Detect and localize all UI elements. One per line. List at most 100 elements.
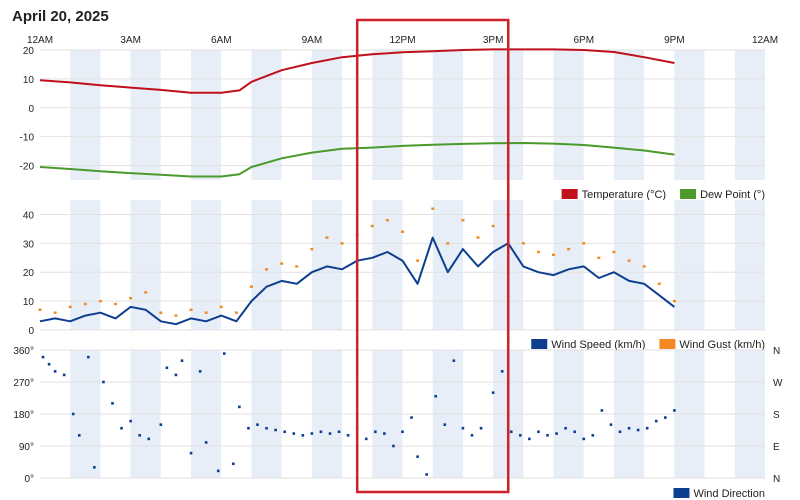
data-point — [68, 305, 72, 309]
data-point — [219, 305, 223, 309]
x-tick-label: 3AM — [120, 35, 141, 46]
data-point — [383, 432, 386, 435]
hour-band — [613, 50, 645, 180]
data-point — [114, 302, 118, 306]
hour-band — [432, 50, 463, 180]
data-point — [346, 434, 350, 437]
data-point — [582, 437, 586, 441]
legend-swatch — [673, 488, 690, 498]
hour-band — [432, 200, 463, 330]
data-point — [519, 434, 522, 437]
data-point — [470, 434, 474, 437]
data-point — [528, 437, 531, 441]
data-point — [479, 426, 483, 430]
data-point — [446, 242, 450, 245]
x-tick-label: 6AM — [211, 35, 232, 46]
data-point — [654, 419, 658, 423]
x-tick-label: 9PM — [664, 35, 685, 46]
data-point — [198, 370, 202, 373]
hour-band — [311, 50, 343, 180]
data-point — [204, 311, 208, 314]
data-point — [443, 423, 447, 426]
data-point — [165, 366, 169, 370]
y-right-tick-label: N — [773, 474, 780, 485]
page-title: April 20, 2025 — [12, 8, 109, 25]
data-point — [618, 430, 622, 434]
data-point — [280, 262, 284, 265]
y-tick-label: 0 — [28, 104, 34, 115]
highlight-box — [355, 18, 510, 494]
data-point — [609, 423, 613, 426]
data-point — [491, 224, 495, 228]
data-point — [189, 451, 193, 455]
hour-band — [674, 200, 705, 330]
y-tick-label: 10 — [23, 75, 35, 86]
x-tick-label: 12AM — [752, 35, 778, 46]
legend-label: Wind Speed (km/h) — [551, 339, 645, 351]
data-point — [292, 432, 296, 435]
data-point — [174, 373, 178, 377]
data-point — [416, 259, 420, 262]
data-point — [159, 423, 163, 426]
y-right-tick-label: E — [773, 442, 780, 453]
hour-band — [583, 200, 614, 330]
hour-band — [674, 50, 705, 180]
hour-band — [70, 200, 101, 330]
y-tick-label: 20 — [23, 46, 35, 57]
y-tick-label: 180° — [13, 410, 34, 421]
data-point — [325, 236, 329, 239]
hour-band — [583, 50, 614, 180]
data-point — [216, 469, 220, 473]
data-point — [159, 311, 163, 314]
hour-band — [70, 50, 101, 180]
data-point — [41, 355, 45, 359]
y-tick-label: 30 — [23, 239, 35, 250]
data-point — [645, 426, 649, 430]
legend-label: Wind Direction — [693, 488, 765, 500]
x-tick-label: 6PM — [573, 35, 594, 46]
data-point — [189, 308, 193, 311]
data-point — [597, 256, 601, 259]
legend-swatch — [680, 189, 697, 199]
temperature-panel: 20 10 0 -10 -20 Dew Point (°) Temperature (°C) — [20, 46, 765, 201]
data-point — [274, 428, 277, 432]
data-point — [627, 426, 631, 430]
data-point — [295, 265, 299, 268]
hour-band — [402, 200, 433, 330]
data-point — [83, 302, 87, 306]
data-point — [180, 359, 184, 362]
y-tick-label: 0° — [24, 474, 34, 485]
data-point — [301, 434, 305, 437]
data-point — [434, 394, 438, 398]
wind-direction-panel: 360° N 270° W 180° S 90° E 0° N Wind Direction — [13, 346, 783, 500]
data-point — [340, 242, 344, 245]
hour-band — [644, 200, 675, 330]
series-line — [39, 48, 675, 94]
data-point — [310, 432, 314, 435]
y-tick-label: 20 — [23, 268, 35, 279]
hour-band — [281, 200, 312, 330]
legend-swatch — [561, 189, 578, 199]
data-point — [337, 430, 341, 434]
y-tick-label: 90° — [19, 442, 34, 453]
hour-band — [704, 200, 735, 330]
data-point — [600, 409, 604, 412]
legend-swatch — [659, 339, 676, 349]
data-point — [509, 430, 513, 434]
data-point — [53, 311, 57, 314]
data-point — [416, 455, 419, 458]
data-point — [374, 430, 377, 434]
hour-band — [372, 50, 403, 180]
data-point — [98, 299, 102, 303]
y-tick-label: -10 — [20, 133, 35, 144]
data-point — [47, 362, 51, 366]
hour-band — [402, 50, 433, 180]
x-tick-label: 3PM — [483, 35, 504, 46]
data-point — [521, 242, 525, 245]
data-point — [147, 437, 151, 441]
data-point — [401, 430, 404, 434]
hour-band — [372, 200, 403, 330]
hour-band — [553, 50, 584, 180]
hour-band — [311, 200, 343, 330]
data-point — [425, 473, 428, 476]
